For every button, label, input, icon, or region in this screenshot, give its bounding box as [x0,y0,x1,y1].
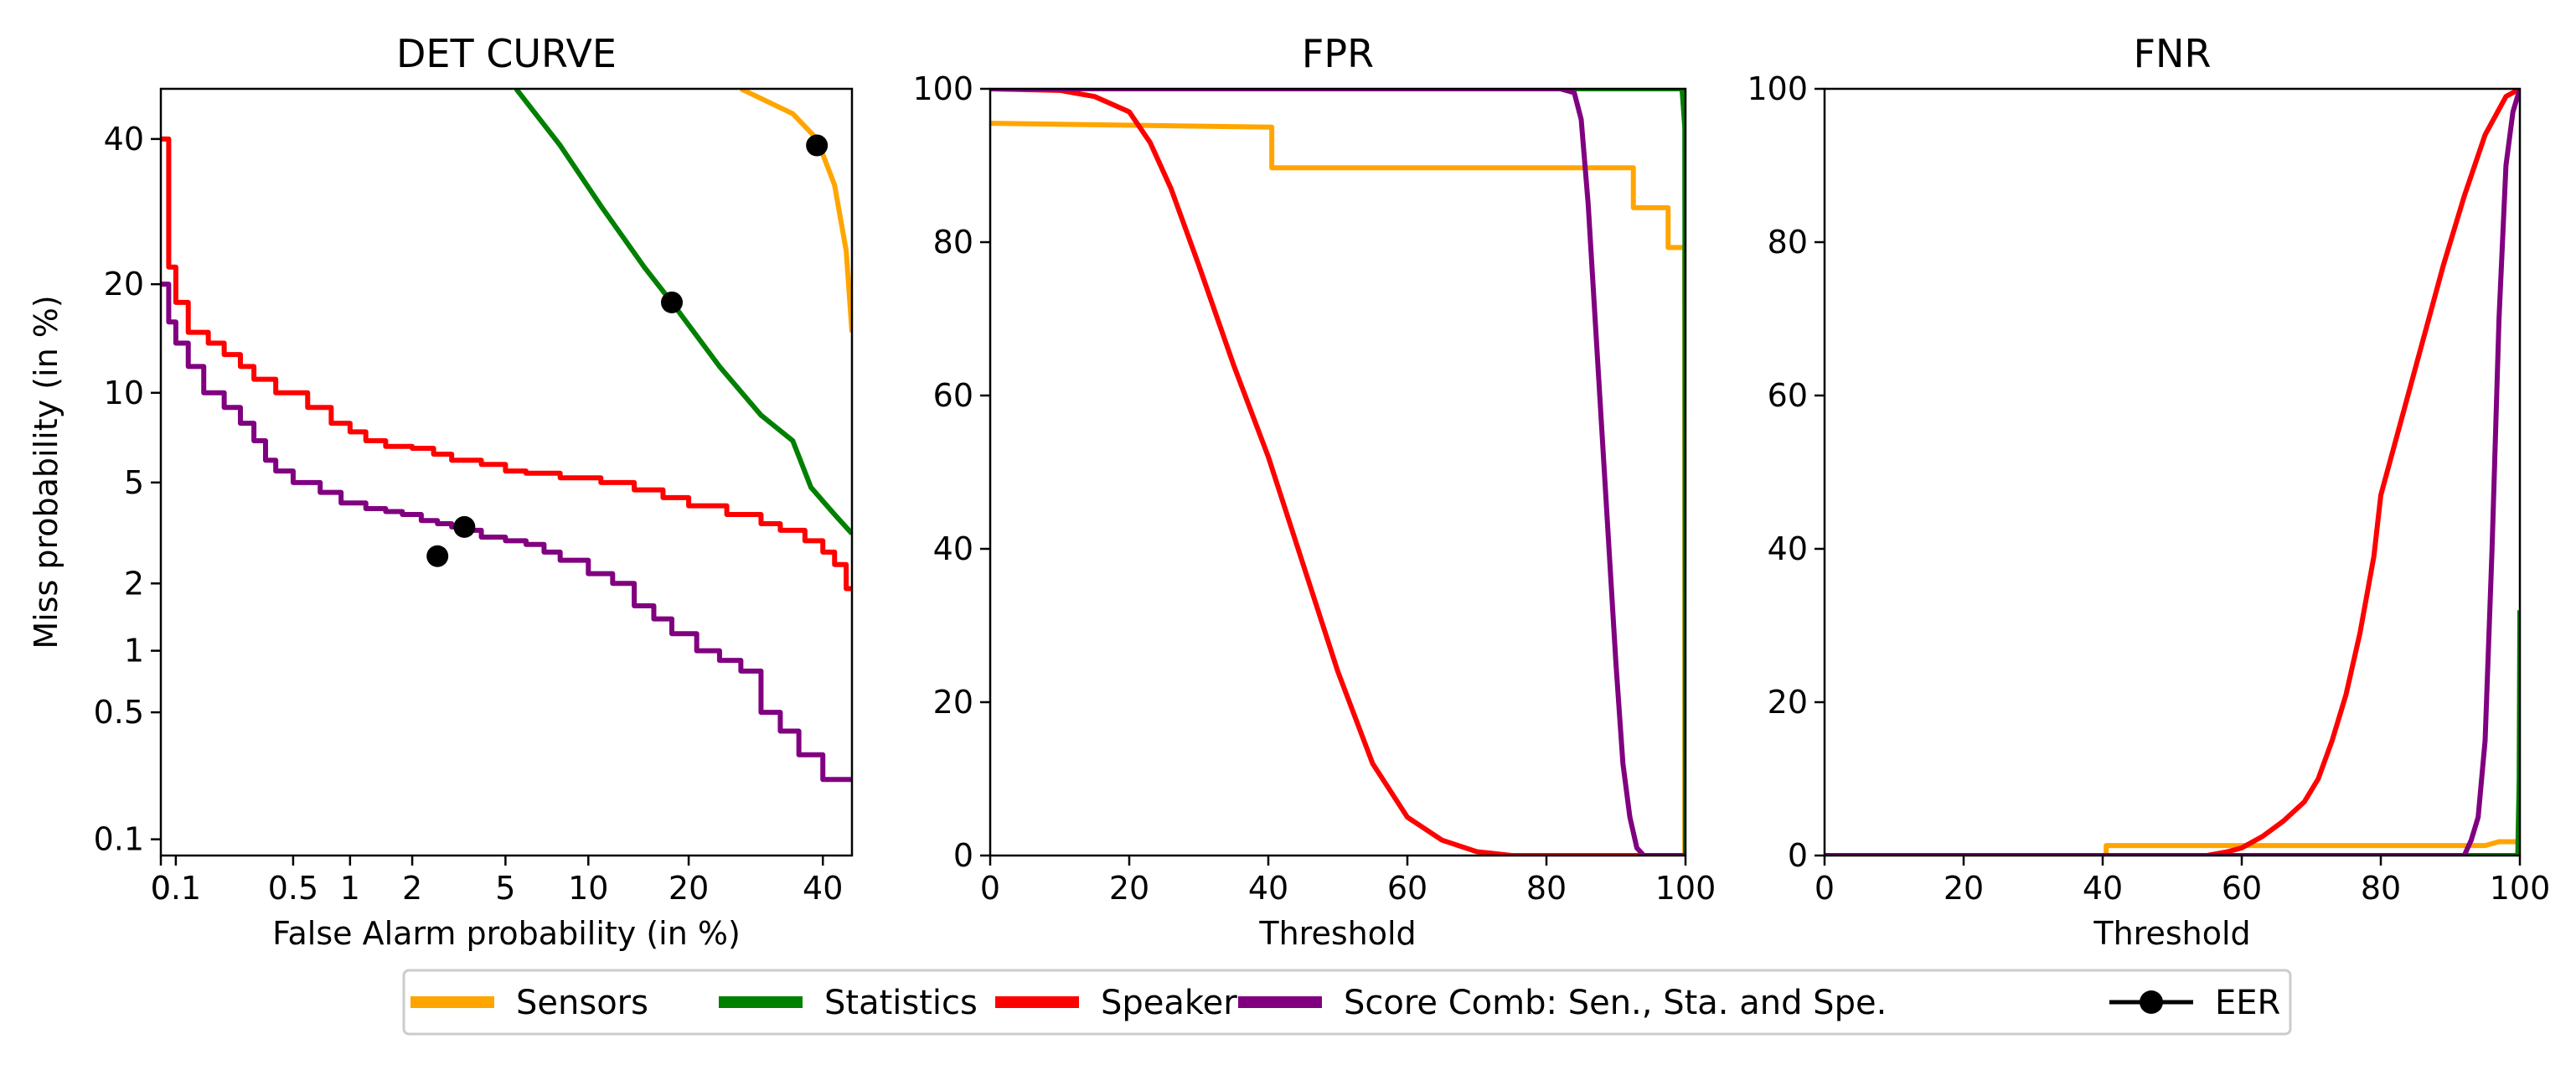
x-tick-label: 20 [1109,870,1149,907]
x-tick-label: 40 [803,870,843,907]
legend-label: Sensors [516,984,648,1022]
x-tick-label: 0.5 [268,870,318,907]
y-axis-label: Miss probability (in %) [28,295,65,649]
legend-label: Speaker [1101,984,1237,1022]
legend-label: Score Comb: Sen., Sta. and Spe. [1344,984,1887,1022]
series-group [161,89,852,783]
legend-label: Statistics [824,984,978,1022]
y-tick-label: 5 [124,464,144,501]
x-tick-label: 80 [2361,870,2401,907]
axes-frame [1823,87,2522,857]
x-tick-label: 60 [1387,870,1427,907]
x-tick-label: 5 [495,870,515,907]
y-tick-label: 0.1 [94,821,144,858]
series-line-score-comb-sen-sta-and-spe [161,282,852,783]
y-tick-label: 20 [1768,684,1808,721]
x-tick-label: 10 [568,870,608,907]
legend-item: Statistics [719,984,978,1022]
series-line-sensors [740,89,852,333]
x-tick-label: 20 [1944,870,1984,907]
series-line-speaker [161,136,852,592]
x-tick-label: 100 [1655,870,1716,907]
y-tick-label: 100 [912,70,973,107]
y-tick-label: 10 [104,375,144,411]
series-line-score-comb-sen-sta-and-spe [990,89,1685,856]
legend-box [402,969,2292,1036]
y-tick-label: 0 [953,837,973,874]
x-tick-label: 100 [2490,870,2551,907]
x-tick-label: 20 [669,870,709,907]
chart-panel-1: 0.1 0.5 1 2 5 10 20 40 00.1 0.5 1 2 5 10 20 40 DET CURVE… [28,31,854,952]
chart-panel-3: 0 20 40 60 80 100 0 20 40 60 80 100 FNR Threshold [1747,31,2550,952]
eer-marker [806,134,829,157]
y-tick-label: 2 [124,565,144,602]
y-tick-label: 60 [933,377,973,414]
legend-item: EER [2109,984,2280,1022]
legend-item: Speaker [995,984,1237,1022]
x-axis-label: Threshold [2093,915,2250,952]
y-tick-label: 0 [1788,837,1808,874]
x-tick-label: 40 [2083,870,2123,907]
y-tick-label: 1 [124,633,144,670]
x-tick-label: 0 [980,870,1000,907]
x-axis-label: False Alarm probability (in %) [272,915,741,952]
series-line-score-comb-sen-sta-and-spe [1825,89,2520,856]
eer-marker [426,545,449,567]
legend-eer-marker [2140,990,2163,1014]
series-line-statistics [514,89,852,535]
panel-title: FPR [1302,31,1374,76]
y-tick-label: 40 [104,121,144,158]
x-tick-label: 2 [402,870,422,907]
legend-item: Score Comb: Sen., Sta. and Spe. [1238,984,1887,1022]
y-tick-label: 80 [1768,224,1808,261]
y-tick-label: 40 [1768,530,1808,567]
x-tick-label: 0.1 [151,870,201,907]
legend-item: Sensors [410,984,648,1022]
eer-marker [660,291,683,313]
y-tick-label: 0.5 [94,694,144,731]
series-line-speaker [1825,89,2520,856]
series-line-speaker [990,89,1685,856]
y-tick-label: 100 [1747,70,1808,107]
y-tick-label: 20 [933,684,973,721]
axes-frame [989,87,1687,857]
y-tick-label: 60 [1768,377,1808,414]
legend-label: EER [2215,984,2280,1022]
panel-title: FNR [2134,31,2212,76]
x-tick-label: 0 [151,870,171,907]
y-tick-label: 80 [933,224,973,261]
panel-title: DET CURVE [396,31,617,76]
y-tick-label: 20 [104,266,144,302]
series-line-sensors [990,121,1685,856]
x-axis-label: Threshold [1258,915,1416,952]
eer-marker [453,515,476,538]
y-tick-label: 40 [933,530,973,567]
x-tick-label: 1 [340,870,360,907]
x-tick-label: 0 [1815,870,1835,907]
legend: Sensors Statistics Speaker Score Comb: Sen.… [402,969,2292,1036]
x-tick-label: 80 [1526,870,1567,907]
x-tick-label: 60 [2222,870,2262,907]
chart-panel-2: 0 20 40 60 80 100 0 20 40 60 80 100 FPR Threshold [912,31,1716,952]
x-tick-label: 40 [1248,870,1288,907]
